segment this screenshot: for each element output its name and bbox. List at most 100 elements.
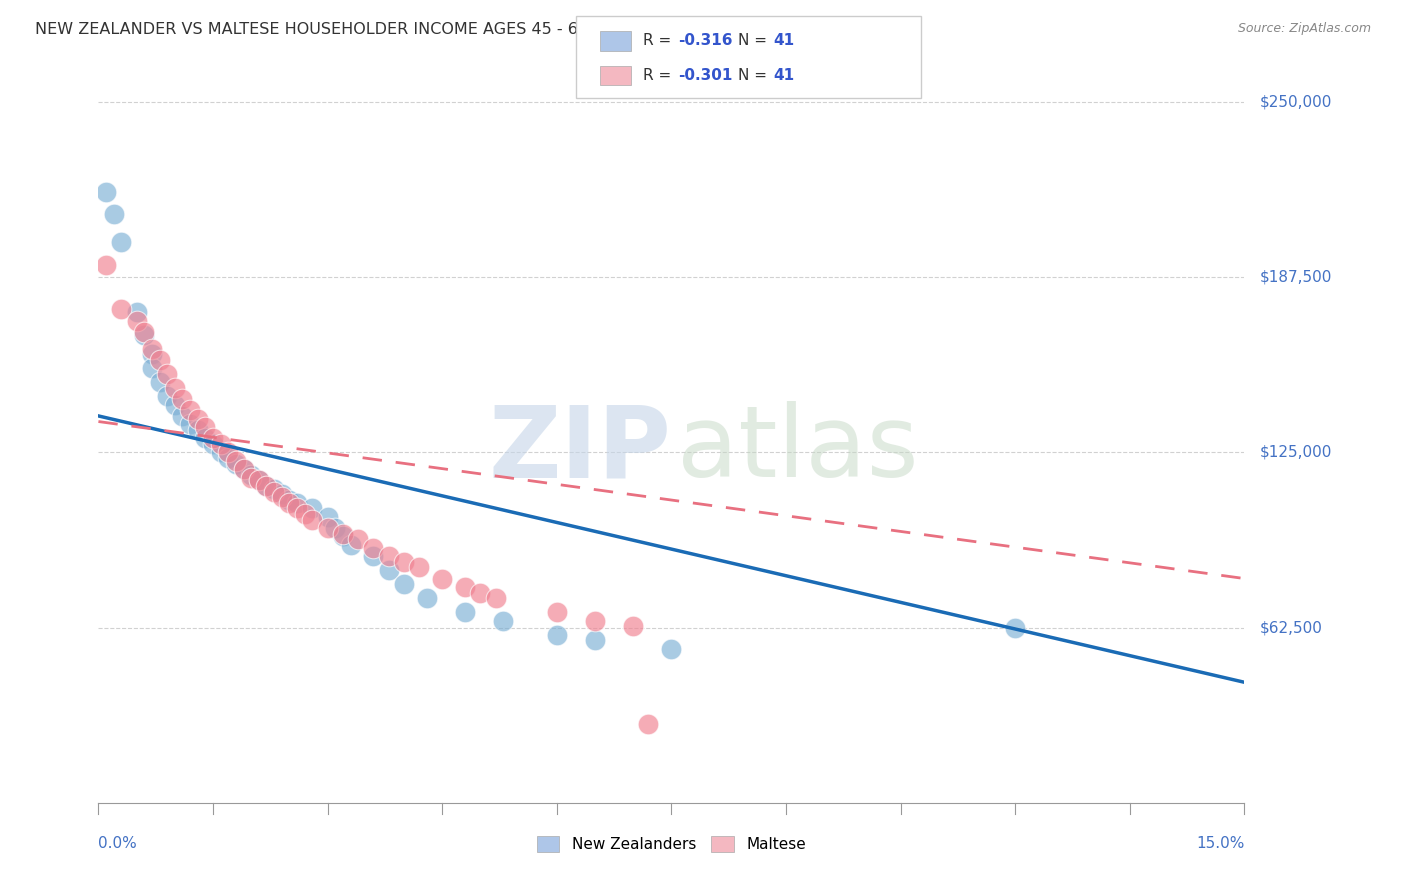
Point	[156, 389, 179, 403]
Point	[110, 235, 132, 249]
Point	[278, 496, 301, 510]
Point	[163, 381, 186, 395]
Point	[492, 614, 515, 628]
Point	[485, 591, 508, 606]
Text: $125,000: $125,000	[1260, 445, 1331, 460]
Text: $250,000: $250,000	[1260, 95, 1331, 110]
Point	[583, 614, 606, 628]
Point	[225, 457, 247, 471]
Point	[454, 605, 477, 619]
Point	[172, 409, 194, 423]
Point	[377, 549, 399, 563]
Text: -0.316: -0.316	[678, 34, 733, 48]
Point	[294, 507, 316, 521]
Point	[209, 437, 232, 451]
Point	[179, 403, 201, 417]
Point	[217, 445, 239, 459]
Point	[621, 619, 644, 633]
Point	[546, 605, 568, 619]
Text: -0.301: -0.301	[678, 68, 733, 83]
Point	[179, 417, 201, 432]
Point	[470, 585, 492, 599]
Text: 15.0%: 15.0%	[1197, 837, 1244, 852]
Point	[141, 361, 163, 376]
Point	[1004, 621, 1026, 635]
Point	[134, 325, 156, 339]
Point	[661, 641, 683, 656]
Point	[187, 411, 209, 425]
Point	[323, 521, 346, 535]
Point	[125, 305, 148, 319]
Point	[256, 479, 278, 493]
Point	[263, 482, 285, 496]
Point	[363, 541, 385, 555]
Text: 41: 41	[773, 68, 794, 83]
Point	[377, 563, 399, 577]
Point	[110, 302, 132, 317]
Point	[209, 445, 232, 459]
Text: Source: ZipAtlas.com: Source: ZipAtlas.com	[1237, 22, 1371, 36]
Text: N =: N =	[738, 68, 772, 83]
Text: $62,500: $62,500	[1260, 620, 1323, 635]
Text: 0.0%: 0.0%	[98, 837, 138, 852]
Point	[270, 487, 292, 501]
Point	[172, 392, 194, 406]
Point	[148, 376, 170, 390]
Point	[202, 437, 225, 451]
Point	[103, 207, 125, 221]
Point	[141, 342, 163, 356]
Point	[240, 470, 263, 484]
Point	[301, 513, 323, 527]
Legend: New Zealanders, Maltese: New Zealanders, Maltese	[527, 827, 815, 862]
Point	[232, 462, 254, 476]
Point	[256, 479, 278, 493]
Point	[148, 352, 170, 367]
Point	[430, 572, 453, 586]
Point	[240, 467, 263, 482]
Point	[546, 627, 568, 641]
Point	[301, 501, 323, 516]
Point	[316, 521, 339, 535]
Point	[156, 367, 179, 381]
Text: R =: R =	[643, 68, 676, 83]
Point	[194, 431, 217, 445]
Point	[347, 533, 370, 547]
Point	[263, 484, 285, 499]
Point	[392, 577, 415, 591]
Point	[454, 580, 477, 594]
Point	[163, 398, 186, 412]
Point	[187, 423, 209, 437]
Point	[94, 258, 117, 272]
Point	[416, 591, 439, 606]
Point	[392, 555, 415, 569]
Point	[217, 450, 239, 465]
Point	[339, 538, 361, 552]
Point	[332, 529, 354, 543]
Text: 41: 41	[773, 34, 794, 48]
Point	[194, 420, 217, 434]
Point	[408, 560, 430, 574]
Point	[134, 327, 156, 342]
Point	[332, 526, 354, 541]
Text: $187,500: $187,500	[1260, 269, 1331, 285]
Text: R =: R =	[643, 34, 676, 48]
Point	[141, 347, 163, 361]
Point	[363, 549, 385, 563]
Point	[247, 474, 270, 488]
Point	[225, 454, 247, 468]
Point	[285, 496, 308, 510]
Point	[583, 633, 606, 648]
Point	[94, 185, 117, 199]
Point	[637, 717, 659, 731]
Text: ZIP: ZIP	[488, 401, 672, 498]
Text: NEW ZEALANDER VS MALTESE HOUSEHOLDER INCOME AGES 45 - 64 YEARS CORRELATION CHART: NEW ZEALANDER VS MALTESE HOUSEHOLDER INC…	[35, 22, 824, 37]
Point	[232, 462, 254, 476]
Point	[247, 474, 270, 488]
Point	[202, 431, 225, 445]
Point	[270, 490, 292, 504]
Point	[285, 501, 308, 516]
Text: atlas: atlas	[678, 401, 918, 498]
Point	[125, 313, 148, 327]
Point	[278, 493, 301, 508]
Text: N =: N =	[738, 34, 772, 48]
